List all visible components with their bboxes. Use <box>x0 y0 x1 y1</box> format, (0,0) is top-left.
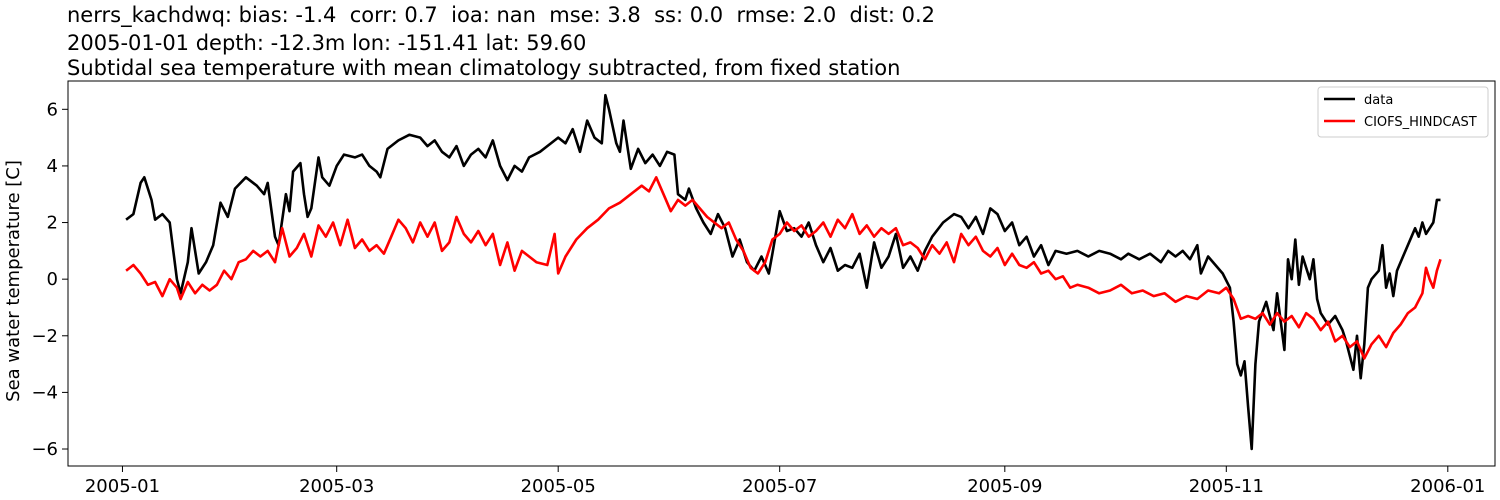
y-tick-label: −6 <box>31 439 58 460</box>
x-tick-label: 2006-01 <box>1410 476 1485 497</box>
x-tick-label: 2005-03 <box>299 476 374 497</box>
x-tick-label: 2005-01 <box>85 476 160 497</box>
series-layer <box>125 93 1442 451</box>
y-tick-label: −2 <box>31 326 58 347</box>
x-tick-label: 2005-05 <box>521 476 596 497</box>
y-tick-label: 6 <box>47 99 58 120</box>
y-tick-label: −4 <box>31 382 58 403</box>
y-tick-label: 0 <box>47 269 58 290</box>
series-line-data <box>125 93 1441 451</box>
station-info-title: 2005-01-01 depth: -12.3m lon: -151.41 la… <box>67 31 587 55</box>
x-tick-label: 2005-11 <box>1189 476 1264 497</box>
x-tick-label: 2005-09 <box>967 476 1042 497</box>
y-axis-label: Sea water temperature [C] <box>3 160 24 402</box>
legend: data CIOFS_HINDCAST <box>1317 86 1489 138</box>
series-line-ciofs-hindcast <box>125 176 1442 360</box>
legend-label-data: data <box>1364 93 1393 108</box>
y-tick-label: 4 <box>47 156 58 177</box>
legend-box <box>1317 86 1489 138</box>
plot-frame <box>67 80 1496 467</box>
description-title: Subtidal sea temperature with mean clima… <box>67 56 901 80</box>
legend-label-ciofs-hindcast: CIOFS_HINDCAST <box>1364 115 1477 130</box>
y-tick-label: 2 <box>47 213 58 234</box>
axis-ticks: 2005-01 2005-03 2005-05 2005-07 2005-09 2005-… <box>31 99 1485 497</box>
stats-title: nerrs_kachdwq: bias: -1.4 corr: 0.7 ioa:… <box>67 3 936 27</box>
x-tick-label: 2005-07 <box>742 476 817 497</box>
